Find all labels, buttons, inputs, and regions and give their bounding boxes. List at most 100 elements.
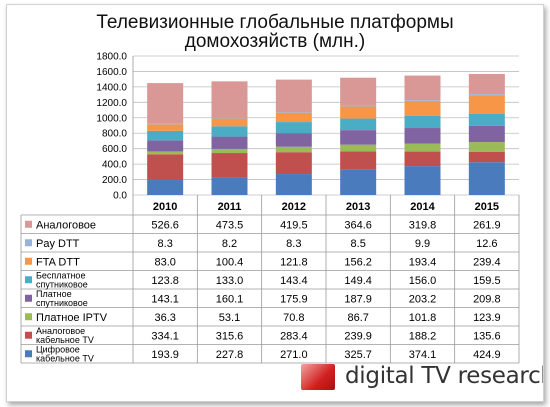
- bar-бесплатное-спутниковое-2013: [340, 118, 377, 131]
- data-label: 187.9: [344, 293, 372, 305]
- logo-text: digital TV research: [345, 363, 544, 389]
- data-label: 419.5: [280, 219, 308, 231]
- data-label: 8.3: [286, 238, 301, 250]
- data-label: 100.4: [216, 256, 244, 268]
- bar-pay-dtt-2015: [468, 94, 505, 96]
- bar-бесплатное-спутниковое-2012: [275, 122, 312, 134]
- data-label: 319.8: [409, 219, 437, 231]
- data-label: 8.2: [222, 238, 237, 250]
- table-row-платное-iptv: Платное IPTV 36.3 53.1 70.8 86.7 101.8 123.9: [25, 312, 501, 324]
- data-label: 70.8: [283, 312, 304, 324]
- gridlines: [132, 55, 519, 196]
- data-label: 143.4: [280, 275, 308, 287]
- bar-аналоговое-2011: [211, 81, 248, 118]
- bar-цифровое-кабельное-tv-2012: [275, 174, 312, 195]
- legend-entry: Бесплатное спутниковое: [36, 271, 88, 290]
- bar-платное-спутниковое-2014: [404, 128, 441, 144]
- bar-аналоговое-2012: [275, 79, 312, 113]
- bar-аналоговое-кабельное-tv-2015: [468, 151, 505, 163]
- bar-pay-dtt-2013: [340, 105, 377, 107]
- bar-платное-iptv-2014: [404, 143, 441, 152]
- chart-title-line-1: Телевизионные глобальные платформы: [96, 12, 454, 33]
- data-label: 325.7: [344, 349, 372, 361]
- table-row-цифровое-кабельное-tv: Цифровое кабельное TV 193.9 227.8 271.0 325.7…: [25, 345, 501, 364]
- bar-аналоговое-кабельное-tv-2014: [404, 151, 441, 167]
- legend-swatch: [25, 331, 32, 339]
- data-label: 143.1: [151, 293, 179, 305]
- legend-entry: FTA DTT: [36, 256, 80, 268]
- legend-swatch: [25, 257, 32, 265]
- bar-fta-dtt-2011: [211, 118, 248, 127]
- legend-swatch: [25, 239, 32, 247]
- legend-swatch: [25, 294, 32, 302]
- table-row-платное-спутниковое: Платное спутниковое 143.1 160.1 175.9 187.9 20…: [25, 289, 501, 308]
- table-row-бесплатное-спутниковое: Бесплатное спутниковое 123.8 133.0 143.4 149.…: [25, 271, 501, 290]
- bar-платное-iptv-2015: [468, 142, 505, 152]
- data-label: 53.1: [219, 312, 240, 324]
- data-label: 123.9: [473, 312, 501, 324]
- legend-entry: Аналоговое: [36, 219, 96, 231]
- x-tick-label-2011: 2011: [218, 201, 242, 213]
- bar-бесплатное-спутниковое-2010: [147, 130, 184, 141]
- data-label: 473.5: [216, 219, 244, 231]
- legend-swatch: [25, 220, 32, 228]
- legend-entry: Аналоговое кабельное TV: [36, 326, 94, 345]
- data-label: 283.4: [280, 330, 308, 342]
- data-label: 424.9: [473, 349, 501, 361]
- stacked-bar-chart: 0.0 200.0 400.0 600.0 800.0 1000.0 1200.0 1400.…: [20, 52, 520, 364]
- y-tick-label: 200.0: [102, 175, 127, 186]
- table-row-fta-dtt: FTA DTT 83.0 100.4 121.8 156.2 193.4 239.4: [25, 256, 501, 268]
- y-tick-label: 1600.0: [96, 67, 127, 78]
- data-label: 374.1: [409, 349, 437, 361]
- y-axis-tick-labels: 0.0 200.0 400.0 600.0 800.0 1000.0 1200.0 1400.…: [96, 52, 127, 202]
- bars: [147, 73, 505, 195]
- data-label: 334.1: [151, 330, 179, 342]
- data-label: 209.8: [473, 293, 501, 305]
- bar-цифровое-кабельное-tv-2010: [147, 180, 184, 195]
- data-label: 86.7: [347, 312, 368, 324]
- data-label: 156.2: [344, 256, 372, 268]
- legend-swatch: [25, 350, 32, 358]
- y-tick-label: 600.0: [102, 144, 127, 155]
- bar-pay-dtt-2014: [404, 100, 441, 102]
- bar-бесплатное-спутниковое-2011: [211, 126, 248, 137]
- bar-fta-dtt-2014: [404, 101, 441, 116]
- bar-аналоговое-кабельное-tv-2013: [340, 151, 377, 170]
- bar-платное-iptv-2010: [147, 151, 184, 155]
- bar-pay-dtt-2010: [147, 123, 184, 125]
- data-label: 364.6: [344, 219, 372, 231]
- bar-аналоговое-2014: [404, 75, 441, 101]
- bar-цифровое-кабельное-tv-2013: [340, 169, 377, 195]
- bar-аналоговое-2010: [147, 83, 184, 124]
- data-label: 101.8: [409, 312, 437, 324]
- x-tick-label-2015: 2015: [475, 201, 499, 213]
- bar-платное-iptv-2011: [211, 148, 248, 154]
- data-label: 188.2: [409, 330, 437, 342]
- y-tick-label: 400.0: [102, 160, 127, 171]
- y-tick-label: 800.0: [102, 129, 127, 140]
- bar-аналоговое-2013: [340, 77, 377, 106]
- x-tick-label-2010: 2010: [153, 201, 177, 213]
- bar-fta-dtt-2010: [147, 124, 184, 131]
- table-row-аналоговое-кабельное-tv: Аналоговое кабельное TV 334.1 315.6 283.4 239…: [25, 326, 501, 345]
- data-label: 9.9: [415, 238, 430, 250]
- data-label: 239.9: [344, 330, 372, 342]
- bar-платное-iptv-2012: [275, 146, 312, 153]
- data-label: 160.1: [216, 293, 244, 305]
- data-label: 239.4: [473, 256, 501, 268]
- y-tick-label: 1800.0: [96, 52, 127, 63]
- logo-mark-icon: [301, 364, 335, 390]
- data-label: 193.4: [409, 256, 437, 268]
- bar-fta-dtt-2015: [468, 95, 505, 114]
- data-label: 83.0: [154, 256, 175, 268]
- y-tick-label: 1000.0: [96, 113, 127, 124]
- legend-entry: Pay DTT: [36, 238, 80, 250]
- data-label: 193.9: [151, 349, 179, 361]
- data-label: 133.0: [216, 275, 244, 287]
- data-label: 156.0: [409, 275, 437, 287]
- x-tick-label-2014: 2014: [410, 201, 435, 213]
- bar-аналоговое-кабельное-tv-2012: [275, 152, 312, 175]
- bar-платное-спутниковое-2013: [340, 130, 377, 145]
- bar-платное-спутниковое-2010: [147, 140, 184, 152]
- bar-бесплатное-спутниковое-2015: [468, 113, 505, 126]
